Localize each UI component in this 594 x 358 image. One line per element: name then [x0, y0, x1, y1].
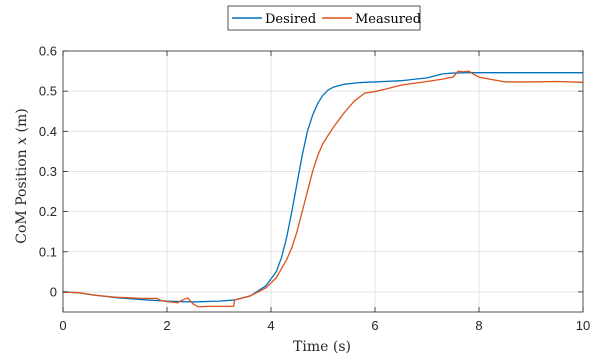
axes-box [62, 50, 584, 313]
y-tick-label: 0.5 [39, 84, 57, 99]
series-layer [62, 70, 584, 308]
legend-label-measured: Measured [355, 12, 421, 27]
grid [63, 51, 583, 312]
y-tick-label: 0 [50, 284, 57, 299]
y-axis-label: CoM Position x (m) [14, 108, 30, 243]
y-axis-label-prefix: CoM Position [14, 145, 30, 244]
y-axis-label-suffix: (m) [14, 108, 30, 137]
x-tick-label: 8 [475, 318, 482, 333]
legend-label-desired: Desired [265, 12, 316, 27]
y-tick-label: 0.6 [39, 44, 57, 59]
axes [62, 50, 584, 313]
x-axis-label: Time (s) [293, 339, 351, 355]
x-tick-label: 0 [59, 318, 66, 333]
y-tick-label: 0.4 [39, 124, 57, 139]
y-tick-label: 0.2 [39, 204, 57, 219]
x-tick-label: 10 [576, 318, 590, 333]
y-axis-label-variable: x [14, 137, 30, 145]
tick-labels: 0 2 4 6 8 10 0 0.1 0.2 0.3 0.4 0.5 0.6 [39, 44, 590, 334]
x-tick-label: 6 [371, 318, 378, 333]
y-tick-label: 0.3 [39, 164, 57, 179]
x-tick-label: 4 [267, 318, 274, 333]
series-line-measured [62, 70, 584, 308]
legend: Desired Measured [227, 5, 421, 31]
plot-background [63, 51, 583, 312]
x-tick-label: 2 [163, 318, 170, 333]
y-tick-label: 0.1 [39, 244, 57, 259]
series-line-desired [62, 72, 583, 303]
